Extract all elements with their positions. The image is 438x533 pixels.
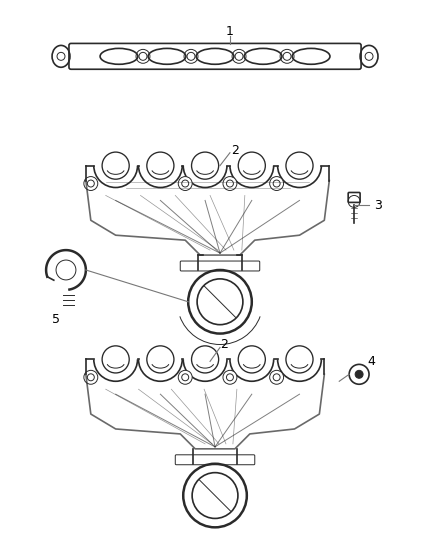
Circle shape — [270, 370, 283, 384]
FancyBboxPatch shape — [348, 192, 360, 203]
Circle shape — [178, 370, 192, 384]
Circle shape — [84, 370, 98, 384]
Text: 2: 2 — [231, 144, 239, 157]
Text: 1: 1 — [226, 25, 234, 38]
Text: 5: 5 — [52, 313, 60, 326]
Text: 2: 2 — [220, 338, 228, 351]
Text: 3: 3 — [374, 199, 382, 212]
Text: 4: 4 — [367, 355, 375, 368]
Circle shape — [223, 176, 237, 190]
Circle shape — [355, 370, 363, 378]
Circle shape — [223, 370, 237, 384]
Circle shape — [270, 176, 283, 190]
Circle shape — [84, 176, 98, 190]
Circle shape — [178, 176, 192, 190]
Circle shape — [349, 365, 369, 384]
